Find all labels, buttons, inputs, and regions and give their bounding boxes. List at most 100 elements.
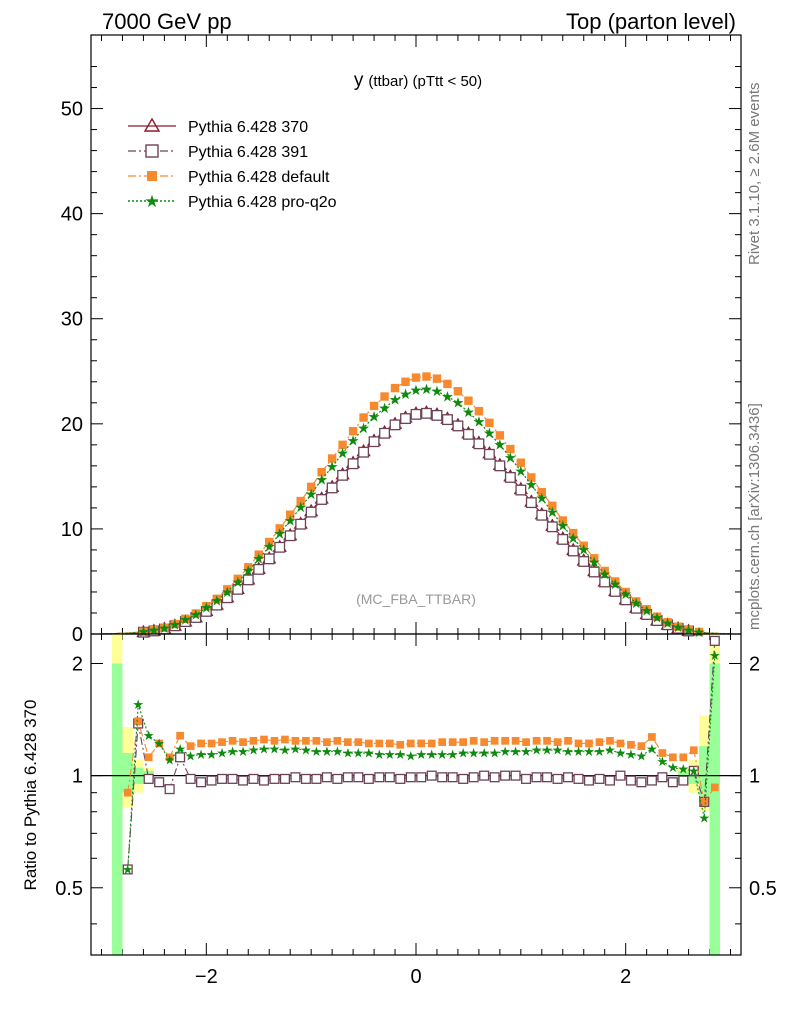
data-point [657, 772, 668, 783]
data-point [344, 738, 352, 746]
y-tick-label: 20 [61, 414, 83, 436]
data-point: ★ [210, 593, 223, 609]
data-point: ★ [630, 596, 643, 612]
data-point: ★ [525, 478, 538, 494]
data-point [358, 446, 370, 458]
data-point: ★ [153, 736, 165, 751]
data-point [590, 554, 599, 563]
data-point: ★ [363, 745, 375, 760]
uncertainty-band-segment [122, 753, 133, 793]
ratio-frame [90, 633, 742, 956]
data-point [260, 735, 268, 744]
data-point [557, 533, 569, 545]
data-point [176, 731, 184, 740]
data-point [364, 739, 373, 748]
data-point [480, 738, 488, 746]
data-point: ★ [577, 543, 590, 559]
data-point: ★ [625, 747, 637, 762]
legend-marker-default [147, 171, 157, 181]
data-point: ★ [315, 472, 328, 488]
data-point: ★ [284, 513, 297, 529]
data-point: ★ [305, 487, 318, 503]
data-point [269, 773, 280, 784]
data-point [385, 739, 394, 748]
data-point [631, 597, 641, 606]
data-point [452, 420, 464, 432]
data-point [417, 739, 426, 748]
data-point [459, 738, 468, 746]
data-point [442, 414, 453, 426]
data-point [332, 773, 343, 784]
data-point [506, 444, 515, 454]
data-point [431, 409, 443, 421]
data-point [479, 770, 490, 781]
data-point: ★ [567, 531, 580, 547]
data-point [604, 775, 616, 786]
data-point [263, 553, 275, 565]
ratio-line-proq2o [127, 655, 716, 870]
data-point: ★ [200, 601, 213, 617]
legend-entry-391: Pythia 6.428 391 [128, 144, 308, 161]
data-point [216, 773, 228, 784]
data-point: ★ [294, 500, 307, 516]
data-point: ★ [436, 747, 448, 762]
y-tick-label: 50 [61, 99, 83, 121]
data-point [658, 749, 667, 757]
data-point: ★ [384, 747, 396, 762]
data-point [700, 798, 709, 806]
ratio-y-tick-label: 1 [749, 766, 760, 788]
data-point: ★ [604, 743, 616, 758]
data-point [579, 541, 588, 550]
data-point [327, 454, 337, 463]
data-point [621, 587, 630, 597]
data-point [384, 772, 395, 783]
data-point [218, 738, 226, 746]
data-point: ★ [493, 438, 506, 454]
data-point [326, 482, 338, 494]
data-point [511, 736, 520, 745]
header-left: 7000 GeV pp [102, 9, 232, 34]
data-point [437, 772, 448, 783]
data-point [317, 467, 326, 477]
data-point: ★ [310, 744, 322, 759]
data-point [254, 550, 263, 559]
data-point [405, 772, 416, 783]
data-point [521, 773, 532, 784]
data-point [636, 777, 647, 788]
ratio-panel: −2 0 20.5 0.51 12 2★★★★★★★★★★★★★★★★★★★★★★★★★★… [55, 633, 777, 988]
data-point [588, 566, 600, 578]
data-point [196, 777, 207, 788]
data-point: ★ [656, 754, 668, 769]
data-point: ★ [326, 460, 339, 476]
data-point [458, 773, 469, 784]
data-point: ★ [221, 585, 234, 601]
data-point [400, 413, 411, 425]
data-point [504, 471, 516, 483]
data-point: ★ [368, 409, 381, 425]
data-point [469, 736, 478, 745]
data-point [311, 773, 322, 784]
data-point: ★ [231, 575, 244, 591]
data-point [390, 383, 400, 393]
data-point [233, 574, 242, 584]
data-point: ★ [635, 748, 647, 763]
data-point [532, 736, 541, 745]
data-point: ★ [709, 648, 721, 663]
data-point [170, 619, 180, 629]
data-point [342, 772, 353, 783]
data-point [285, 510, 295, 519]
data-point: ★ [651, 611, 664, 627]
ratio-y-tick-label: 0.5 [749, 878, 777, 900]
data-point [710, 783, 719, 792]
data-point [123, 788, 132, 797]
data-point [206, 775, 217, 786]
data-point: ★ [583, 744, 595, 759]
data-point [689, 746, 698, 755]
data-point [474, 407, 484, 416]
data-point: ★ [562, 744, 574, 759]
data-point [369, 401, 379, 411]
data-point [316, 494, 328, 505]
data-point: ★ [504, 450, 517, 466]
data-point [296, 496, 305, 506]
data-point: ★ [535, 491, 548, 507]
